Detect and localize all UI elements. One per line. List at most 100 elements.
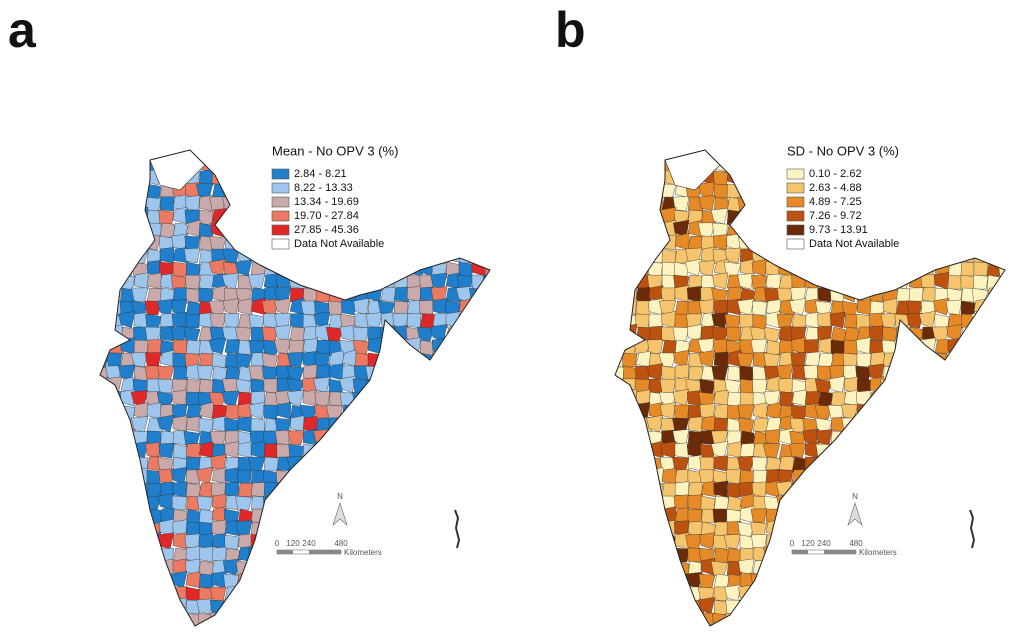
district bbox=[635, 456, 652, 472]
district bbox=[100, 507, 110, 524]
district bbox=[287, 508, 305, 524]
district bbox=[726, 167, 742, 186]
district bbox=[713, 170, 729, 186]
district bbox=[432, 352, 448, 368]
district bbox=[750, 508, 768, 524]
district bbox=[379, 495, 396, 511]
district bbox=[341, 456, 357, 472]
district bbox=[648, 546, 665, 563]
legend-label: 19.70 - 27.84 bbox=[294, 210, 359, 222]
district bbox=[973, 417, 989, 434]
district bbox=[100, 352, 110, 369]
district bbox=[615, 222, 625, 238]
district bbox=[393, 495, 409, 512]
district bbox=[882, 495, 898, 511]
district bbox=[765, 150, 781, 160]
district bbox=[866, 429, 885, 446]
district bbox=[341, 586, 357, 602]
district bbox=[986, 196, 1004, 213]
district bbox=[647, 183, 664, 200]
district bbox=[100, 495, 110, 511]
district bbox=[380, 157, 396, 173]
district bbox=[406, 365, 423, 381]
district bbox=[380, 337, 396, 355]
district bbox=[302, 248, 318, 265]
district bbox=[354, 586, 371, 602]
district bbox=[417, 480, 435, 498]
district bbox=[418, 220, 435, 238]
district bbox=[934, 456, 951, 473]
district bbox=[406, 417, 422, 434]
district bbox=[751, 259, 768, 277]
district bbox=[739, 365, 755, 381]
district bbox=[646, 233, 664, 251]
district bbox=[484, 246, 490, 264]
district bbox=[275, 624, 292, 626]
district bbox=[100, 261, 110, 278]
district bbox=[185, 456, 201, 472]
district bbox=[661, 310, 677, 329]
district bbox=[418, 196, 435, 213]
district bbox=[432, 454, 449, 472]
district bbox=[471, 456, 487, 472]
district bbox=[313, 482, 331, 498]
district bbox=[445, 430, 461, 447]
district bbox=[405, 233, 422, 251]
district bbox=[791, 508, 807, 524]
district bbox=[921, 235, 937, 252]
district bbox=[615, 209, 625, 225]
district bbox=[419, 417, 436, 433]
district bbox=[120, 456, 136, 472]
district bbox=[107, 150, 123, 160]
district bbox=[289, 599, 305, 616]
district bbox=[711, 365, 729, 381]
district bbox=[106, 586, 123, 602]
district bbox=[221, 612, 240, 626]
district bbox=[431, 364, 448, 381]
district bbox=[248, 365, 266, 381]
district bbox=[895, 443, 911, 459]
district bbox=[107, 469, 124, 486]
district bbox=[431, 417, 448, 433]
district bbox=[406, 285, 422, 303]
district bbox=[185, 571, 201, 589]
district bbox=[674, 232, 690, 251]
district bbox=[380, 378, 396, 396]
district bbox=[615, 365, 625, 381]
district bbox=[236, 209, 253, 225]
district bbox=[275, 612, 292, 626]
district bbox=[895, 404, 911, 421]
district bbox=[869, 170, 887, 186]
district bbox=[879, 378, 898, 394]
district bbox=[997, 312, 1005, 329]
district bbox=[934, 391, 951, 408]
district bbox=[482, 456, 490, 473]
district bbox=[120, 534, 137, 550]
district bbox=[482, 195, 490, 212]
district bbox=[804, 494, 820, 511]
district bbox=[726, 155, 742, 173]
district bbox=[445, 338, 461, 355]
district bbox=[222, 298, 240, 316]
district bbox=[973, 586, 989, 602]
district bbox=[778, 585, 796, 602]
district bbox=[791, 404, 807, 420]
district bbox=[997, 404, 1005, 420]
district bbox=[986, 493, 1003, 511]
district bbox=[235, 612, 253, 626]
district bbox=[222, 156, 240, 173]
district bbox=[221, 390, 240, 407]
district bbox=[100, 312, 110, 329]
district bbox=[481, 363, 490, 381]
district bbox=[791, 560, 807, 578]
district bbox=[973, 430, 989, 447]
district bbox=[868, 325, 885, 342]
district bbox=[275, 493, 292, 511]
district bbox=[621, 388, 638, 407]
district bbox=[431, 404, 448, 421]
district bbox=[393, 300, 409, 316]
district bbox=[996, 534, 1005, 552]
district bbox=[146, 272, 162, 290]
legend-swatch bbox=[786, 182, 805, 194]
district bbox=[934, 482, 951, 499]
